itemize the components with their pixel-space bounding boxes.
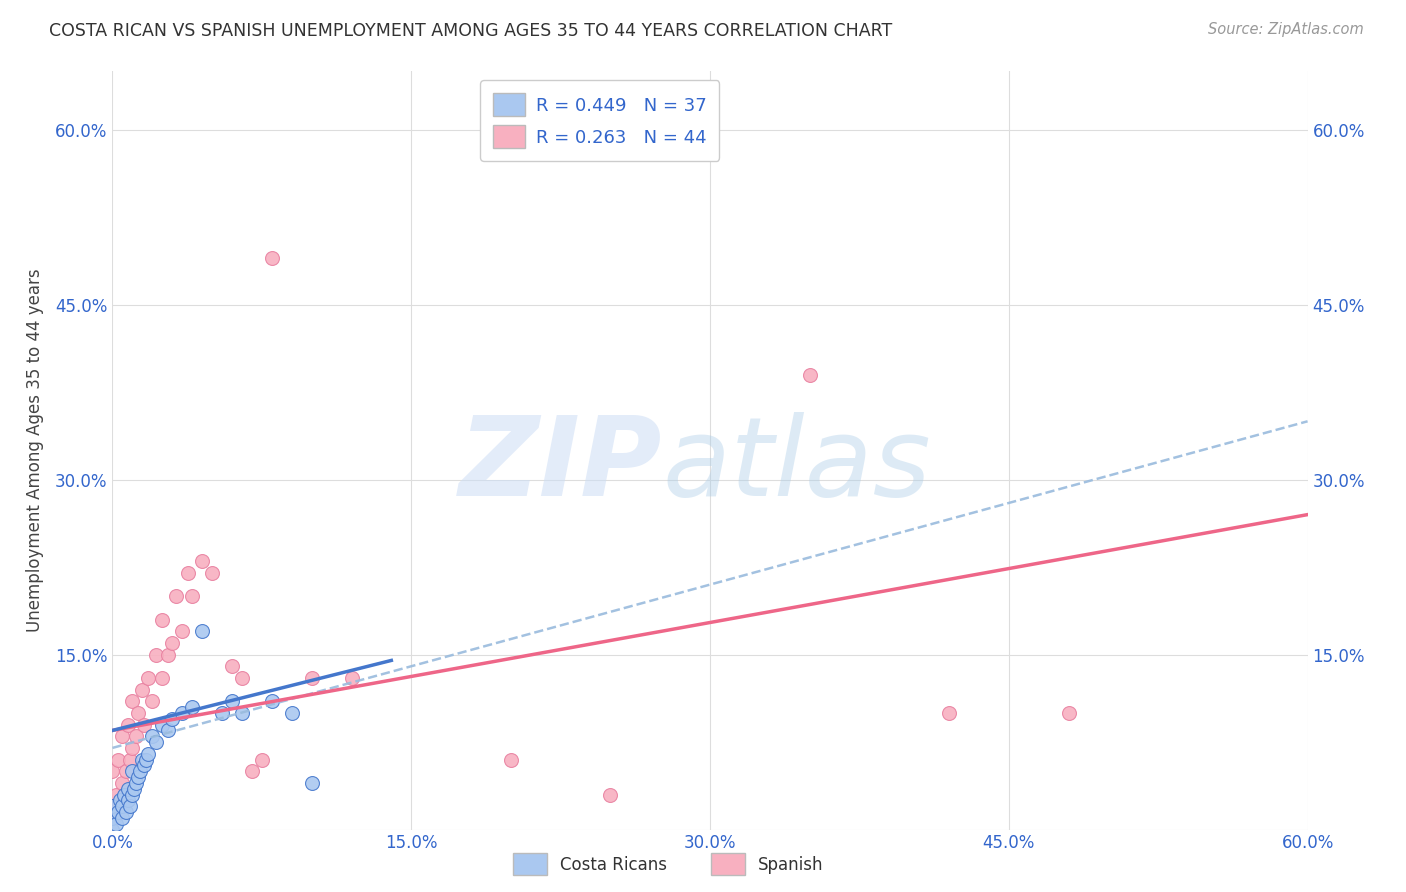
Point xyxy=(110,805,132,819)
Bar xyxy=(513,854,547,876)
Point xyxy=(124,781,146,796)
Point xyxy=(101,822,124,837)
Point xyxy=(157,648,180,662)
Text: Spanish: Spanish xyxy=(758,856,824,874)
Text: COSTA RICAN VS SPANISH UNEMPLOYMENT AMONG AGES 35 TO 44 YEARS CORRELATION CHART: COSTA RICAN VS SPANISH UNEMPLOYMENT AMON… xyxy=(49,22,893,40)
Point xyxy=(101,799,124,814)
Point xyxy=(117,781,139,796)
Point xyxy=(231,671,253,685)
Point xyxy=(125,729,148,743)
Point xyxy=(301,776,323,790)
Point xyxy=(111,799,134,814)
Point xyxy=(201,566,224,580)
Text: ZIP: ZIP xyxy=(458,412,662,519)
Point xyxy=(101,764,124,779)
Legend: R = 0.449   N = 37, R = 0.263   N = 44: R = 0.449 N = 37, R = 0.263 N = 44 xyxy=(479,80,720,161)
Point xyxy=(120,799,142,814)
Point xyxy=(211,706,233,720)
Point xyxy=(177,566,200,580)
Point xyxy=(101,799,124,814)
Text: Costa Ricans: Costa Ricans xyxy=(560,856,666,874)
Point xyxy=(231,706,253,720)
Point xyxy=(1057,706,1080,720)
Point xyxy=(221,659,243,673)
Point xyxy=(141,729,163,743)
Point xyxy=(250,753,273,767)
Point xyxy=(221,694,243,708)
Point xyxy=(131,753,153,767)
Point xyxy=(121,740,143,755)
Point xyxy=(121,764,143,779)
Y-axis label: Unemployment Among Ages 35 to 44 years: Unemployment Among Ages 35 to 44 years xyxy=(25,268,44,632)
Point xyxy=(110,793,132,807)
Point xyxy=(101,822,124,837)
Point xyxy=(138,747,160,761)
Bar xyxy=(711,854,745,876)
Point xyxy=(172,706,194,720)
Point xyxy=(165,589,187,603)
Text: Source: ZipAtlas.com: Source: ZipAtlas.com xyxy=(1208,22,1364,37)
Point xyxy=(121,788,143,802)
Point xyxy=(115,805,138,819)
Point xyxy=(105,816,128,830)
Point xyxy=(191,624,214,639)
Point xyxy=(129,764,152,779)
Point xyxy=(131,682,153,697)
Point xyxy=(150,613,173,627)
Point xyxy=(127,770,149,784)
Point xyxy=(107,805,129,819)
Point xyxy=(105,788,128,802)
Point xyxy=(301,671,323,685)
Point xyxy=(114,788,135,802)
Point xyxy=(260,694,283,708)
Point xyxy=(145,648,167,662)
Point xyxy=(127,706,149,720)
Point xyxy=(107,753,129,767)
Point xyxy=(111,776,134,790)
Point xyxy=(162,712,183,726)
Point xyxy=(134,758,156,772)
Point xyxy=(157,723,180,738)
Point xyxy=(117,793,139,807)
Point xyxy=(150,671,173,685)
Point xyxy=(145,735,167,749)
Point xyxy=(103,811,125,825)
Point xyxy=(141,694,163,708)
Point xyxy=(134,717,156,731)
Text: atlas: atlas xyxy=(662,412,931,519)
Point xyxy=(799,368,821,382)
Point xyxy=(121,694,143,708)
Point xyxy=(120,753,142,767)
Point xyxy=(340,671,363,685)
Point xyxy=(162,636,183,650)
Point xyxy=(111,811,134,825)
Point xyxy=(181,700,204,714)
Point xyxy=(599,788,621,802)
Point xyxy=(499,753,522,767)
Point xyxy=(191,554,214,568)
Point xyxy=(101,811,124,825)
Point xyxy=(938,706,960,720)
Point xyxy=(281,706,304,720)
Point xyxy=(115,764,138,779)
Point xyxy=(117,717,139,731)
Point xyxy=(138,671,160,685)
Point xyxy=(125,776,148,790)
Point xyxy=(111,729,134,743)
Point xyxy=(150,717,173,731)
Point xyxy=(135,753,157,767)
Point xyxy=(172,624,194,639)
Point xyxy=(181,589,204,603)
Point xyxy=(240,764,263,779)
Point xyxy=(260,251,283,265)
Point xyxy=(114,793,135,807)
